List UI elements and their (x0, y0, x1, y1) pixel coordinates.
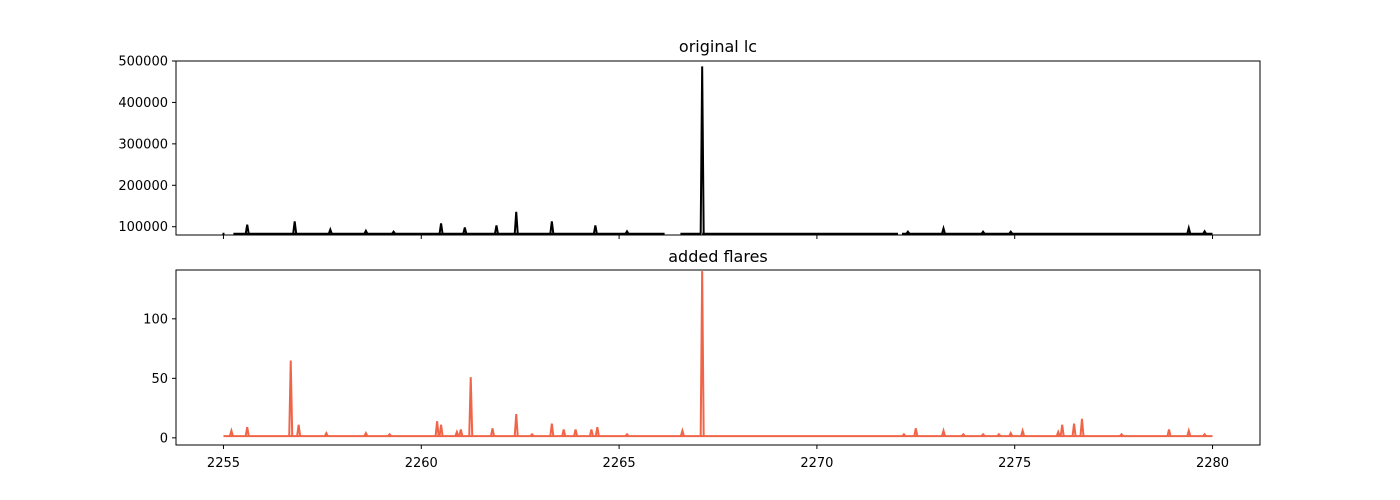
flare-peak (327, 226, 333, 235)
flare-peak (679, 427, 685, 437)
flare-peak (1202, 229, 1207, 235)
flare-peak (1202, 432, 1207, 437)
y-tick-label: 100 (143, 312, 168, 327)
x-tick-label: 2265 (603, 456, 636, 471)
flare-peak (624, 432, 630, 437)
x-axis (222, 235, 1214, 239)
flare-peak (292, 221, 298, 234)
flare-peak (244, 426, 250, 437)
panel-added-flares: added flares 0 50 100 2255 2260 2265 2270 2275… (143, 247, 1261, 471)
flare-peak (387, 432, 392, 437)
flare-peak (549, 221, 555, 234)
flare-peak (905, 229, 911, 235)
flare-peak (1059, 424, 1065, 437)
flare-peak (434, 421, 440, 437)
y-axis: 100000 200000 300000 400000 500000 (118, 55, 176, 235)
flare-peak (588, 429, 594, 437)
y-axis: 0 50 100 (143, 312, 176, 446)
flare-peak (913, 428, 919, 437)
flare-peak (363, 228, 369, 235)
flare-peak (980, 229, 986, 235)
x-axis: 2255 2260 2265 2270 2275 2280 (207, 445, 1229, 471)
plot-area (222, 66, 1213, 235)
flare-peak (1119, 432, 1124, 437)
flare-peak (529, 432, 535, 437)
plot-area (223, 271, 1213, 438)
y-tick-label: 300000 (118, 137, 168, 152)
flare-peak (513, 211, 519, 234)
y-tick-label: 100000 (118, 220, 168, 235)
flare-peak (699, 271, 705, 437)
flare-peak (490, 428, 495, 437)
y-tick-label: 0 (160, 431, 168, 446)
flare-peak (468, 377, 474, 437)
flare-peak (323, 430, 329, 437)
flare-peak (961, 432, 966, 437)
flare-peak (594, 426, 600, 437)
flare-peak (1020, 427, 1026, 437)
flare-peak (438, 223, 444, 234)
x-tick-label: 2280 (1196, 456, 1229, 471)
axes-frame (175, 269, 1261, 446)
flare-peak (288, 360, 294, 437)
x-tick-label: 2255 (207, 456, 240, 471)
flare-peak (561, 429, 567, 437)
flare-peak (1186, 427, 1192, 437)
panel-original-lc: original lc 100000 200000 300000 400000 5000… (118, 37, 1261, 239)
flare-peak (941, 224, 946, 235)
flare-peak (244, 224, 250, 234)
chart-title: original lc (679, 37, 757, 56)
flare-peak (1055, 428, 1061, 437)
flare-peak (1079, 418, 1085, 437)
flare-peak (296, 424, 302, 437)
flare-peak (549, 423, 555, 437)
chart-title: added flares (668, 247, 768, 266)
flare-peak (363, 430, 369, 437)
flare-peak (624, 229, 630, 235)
y-tick-label: 200000 (118, 179, 168, 194)
flare-peak (513, 413, 519, 437)
flare-peak (462, 227, 468, 234)
flare-peak (228, 427, 234, 437)
y-tick-label: 500000 (118, 55, 168, 70)
flare-peak (592, 225, 598, 234)
flare-peak (941, 427, 946, 437)
flare-peak (1008, 430, 1014, 437)
flare-peak (454, 428, 460, 437)
flare-peak (391, 229, 396, 235)
flare-peak (996, 432, 1002, 437)
flare-peak (901, 432, 907, 437)
y-tick-label: 50 (151, 372, 168, 387)
flare-peak (980, 432, 986, 437)
flare-peak (699, 66, 705, 234)
y-tick-label: 400000 (118, 96, 168, 111)
flare-peak (1186, 223, 1192, 235)
flare-peak (458, 429, 464, 437)
flare-peak (573, 429, 579, 437)
flare-peak (1166, 429, 1172, 437)
flare-peak (438, 424, 444, 437)
x-tick-label: 2275 (998, 456, 1031, 471)
flare-peak (1008, 229, 1014, 235)
x-tick-label: 2260 (405, 456, 438, 471)
flare-peak (1071, 423, 1077, 437)
x-tick-label: 2270 (800, 456, 833, 471)
axes-frame (175, 60, 1261, 236)
flare-peak (493, 225, 499, 234)
